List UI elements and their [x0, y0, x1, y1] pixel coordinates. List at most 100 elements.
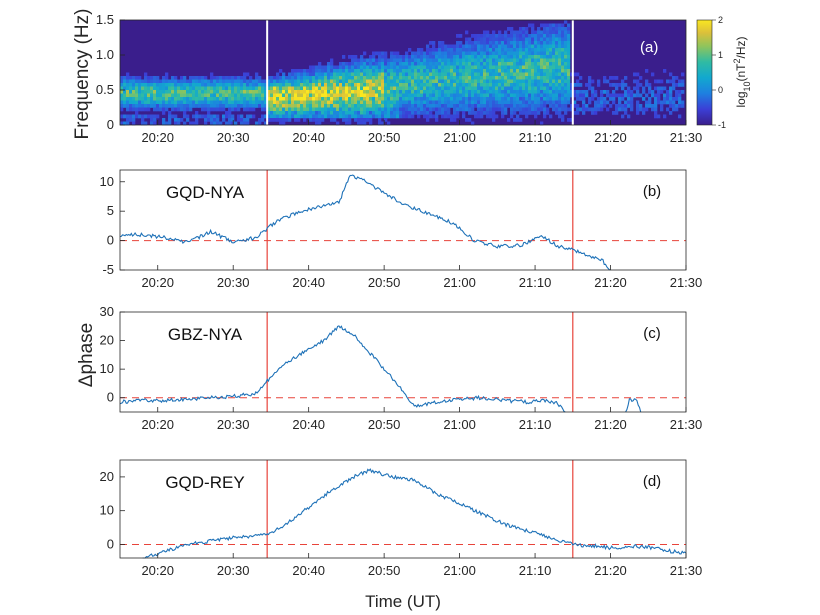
- spectrogram-cell: [321, 79, 325, 84]
- spectrogram-cell: [381, 76, 385, 80]
- spectrogram-cell: [150, 100, 154, 105]
- spectrogram-cell: [192, 114, 196, 119]
- spectrogram-cell: [288, 79, 292, 84]
- spectrogram-cell: [555, 65, 559, 70]
- spectrogram-cell: [396, 65, 400, 70]
- spectrogram-cell: [321, 111, 325, 115]
- spectrogram-cell: [201, 86, 205, 91]
- spectrogram-cell: [522, 65, 526, 70]
- spectrogram-cell: [504, 79, 508, 84]
- spectrogram-cell: [300, 86, 304, 91]
- spectrogram-cell: [513, 62, 517, 66]
- spectrogram-cell: [231, 83, 235, 87]
- spectrogram-cell: [321, 100, 325, 105]
- spectrogram-cell: [339, 111, 343, 115]
- spectrogram-cell: [345, 86, 349, 91]
- spectrogram-cell: [297, 83, 301, 87]
- spectrogram-cell: [453, 55, 457, 59]
- spectrogram-cell: [339, 90, 343, 94]
- spectrogram-cell: [549, 65, 553, 70]
- spectrogram-cell: [429, 86, 433, 91]
- spectrogram-cell: [282, 100, 286, 105]
- x-tick-label: 21:10: [519, 275, 552, 290]
- spectrogram-cell: [564, 100, 568, 105]
- x-tick-label: 21:10: [519, 417, 552, 432]
- spectrogram-cell: [642, 86, 646, 91]
- spectrogram-cell: [513, 72, 517, 77]
- spectrogram-cell: [453, 76, 457, 80]
- spectrogram-cell: [522, 30, 526, 35]
- spectrogram-cell: [558, 69, 562, 73]
- spectrogram-cell: [669, 93, 673, 98]
- spectrogram-cell: [378, 97, 382, 101]
- spectrogram-cell: [330, 104, 334, 108]
- spectrogram-cell: [525, 41, 529, 45]
- spectrogram-cell: [321, 90, 325, 94]
- spectrogram-cell: [552, 72, 556, 77]
- spectrogram-cell: [435, 79, 439, 84]
- spectrogram-cell: [438, 72, 442, 77]
- spectrogram-cell: [333, 65, 337, 70]
- spectrogram-cell: [522, 97, 526, 101]
- spectrogram-cell: [330, 100, 334, 105]
- spectrogram-cell: [540, 23, 544, 28]
- spectrogram-cell: [411, 51, 415, 56]
- spectrogram-cell: [360, 79, 364, 84]
- spectrogram-cell: [642, 97, 646, 101]
- spectrogram-cell: [489, 69, 493, 73]
- spectrogram-cell: [471, 86, 475, 91]
- spectrogram-cell: [531, 44, 535, 49]
- spectrogram-cell: [396, 69, 400, 73]
- spectrogram-cell: [612, 100, 616, 105]
- spectrogram-cell: [153, 118, 157, 122]
- spectrogram-cell: [600, 90, 604, 94]
- spectrogram-cell: [366, 100, 370, 105]
- spectrogram-cell: [669, 90, 673, 94]
- spectrogram-cell: [378, 111, 382, 115]
- spectrogram-cell: [240, 93, 244, 98]
- y-tick-label: 20: [100, 333, 114, 348]
- spectrogram-cell: [279, 104, 283, 108]
- spectrogram-cell: [318, 100, 322, 105]
- spectrogram-cell: [402, 93, 406, 98]
- spectrogram-cell: [207, 97, 211, 101]
- spectrogram-cell: [570, 104, 574, 108]
- spectrogram-cell: [462, 114, 466, 119]
- spectrogram-cell: [162, 121, 166, 126]
- spectrogram-cell: [126, 86, 130, 91]
- spectrogram-cell: [552, 69, 556, 73]
- spectrogram-cell: [420, 72, 424, 77]
- spectrogram-cell: [189, 104, 193, 108]
- spectrogram-cell: [348, 93, 352, 98]
- spectrogram-cell: [444, 55, 448, 59]
- spectrogram-cell: [219, 83, 223, 87]
- spectrogram-cell: [621, 107, 625, 112]
- spectrogram-cell: [531, 79, 535, 84]
- spectrogram-cell: [474, 62, 478, 66]
- spectrogram-cell: [432, 97, 436, 101]
- spectrogram-cell: [498, 65, 502, 70]
- spectrogram-cell: [381, 72, 385, 77]
- spectrogram-cell: [222, 79, 226, 84]
- spectrogram-cell: [339, 100, 343, 105]
- spectrogram-cell: [630, 104, 634, 108]
- spectrogram-cell: [483, 93, 487, 98]
- spectrogram-cell: [468, 111, 472, 115]
- spectrogram-cell: [666, 79, 670, 84]
- spectrogram-cell: [504, 76, 508, 80]
- spectrogram-cell: [402, 114, 406, 119]
- spectrogram-cell: [483, 37, 487, 42]
- spectrogram-cell: [306, 69, 310, 73]
- spectrogram-cell: [447, 55, 451, 59]
- spectrogram-cell: [165, 83, 169, 87]
- spectrogram-cell: [582, 107, 586, 112]
- spectrogram-cell: [318, 118, 322, 122]
- spectrogram-cell: [492, 76, 496, 80]
- spectrogram-cell: [513, 79, 517, 84]
- spectrogram-cell: [519, 48, 523, 52]
- spectrogram-cell: [177, 107, 181, 112]
- spectrogram-cell: [330, 107, 334, 112]
- spectrogram-cell: [345, 62, 349, 66]
- spectrogram-cell: [387, 107, 391, 112]
